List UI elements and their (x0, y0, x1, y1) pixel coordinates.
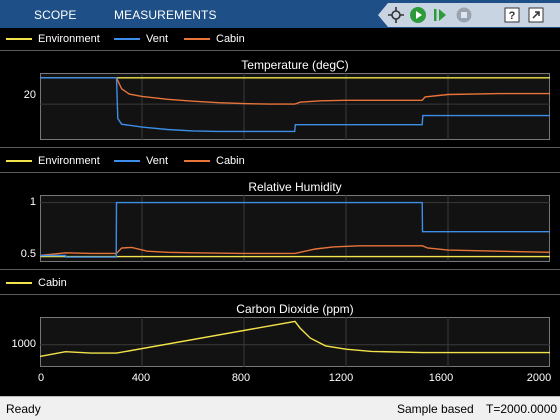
ytick-temp-20: 20 (23, 89, 36, 101)
series-line-cabin (39, 245, 551, 257)
run-icon[interactable] (408, 5, 428, 25)
series-line-vent (40, 201, 550, 258)
series-line-vent (40, 77, 550, 133)
separator (0, 172, 560, 173)
step-forward-icon[interactable] (430, 5, 450, 25)
separator (0, 50, 560, 51)
help-icon[interactable]: ? (502, 5, 522, 25)
legend-item-cabin[interactable]: Cabin (184, 150, 245, 172)
xtick-800: 800 (231, 372, 251, 384)
plot-title-humidity: Relative Humidity (248, 180, 342, 194)
plot-title-temperature: Temperature (degC) (241, 58, 349, 72)
legend-humidity: Environment Vent Cabin (0, 150, 560, 172)
tab-measurements[interactable]: MEASUREMENTS (114, 8, 217, 22)
legend-item-cabin[interactable]: Cabin (6, 272, 67, 294)
xtick-0: 0 (37, 372, 45, 384)
ytick-humidity-0.5: 0.5 (20, 248, 36, 260)
xtick-2000: 2000 (526, 372, 552, 384)
separator (0, 269, 560, 270)
xtick-1200: 1200 (328, 372, 354, 384)
legend-item-environment[interactable]: Environment (6, 150, 100, 172)
legend-co2: Cabin (0, 272, 560, 294)
legend-item-environment[interactable]: Environment (6, 28, 100, 50)
undock-icon[interactable] (526, 5, 546, 25)
series-line-cabin (39, 320, 550, 358)
status-mode: Sample based (397, 402, 474, 416)
toolbar: SCOPE MEASUREMENTS ? (0, 0, 560, 30)
plot-co2[interactable] (40, 317, 550, 367)
legend-temperature: Environment Vent Cabin (0, 28, 560, 50)
ytick-humidity-1: 1 (29, 196, 36, 208)
plot-title-co2: Carbon Dioxide (ppm) (236, 302, 354, 316)
xtick-1600: 1600 (428, 372, 454, 384)
legend-item-vent[interactable]: Vent (114, 28, 168, 50)
legend-item-vent[interactable]: Vent (114, 150, 168, 172)
separator (0, 294, 560, 295)
tab-scope[interactable]: SCOPE (34, 8, 77, 22)
status-ready: Ready (6, 402, 41, 416)
status-bar: Ready Sample based T=2000.0000 (0, 396, 560, 420)
toolbar-button-group: ? (368, 3, 560, 27)
ytick-co2-1000: 1000 (11, 338, 36, 350)
separator (0, 147, 560, 148)
series-line-cabin (40, 77, 550, 105)
status-time: T=2000.0000 (486, 402, 558, 416)
xtick-400: 400 (131, 372, 151, 384)
legend-item-cabin[interactable]: Cabin (184, 28, 245, 50)
svg-text:?: ? (509, 10, 516, 22)
stop-icon[interactable] (454, 5, 474, 25)
cursor-probe-icon[interactable] (386, 5, 406, 25)
